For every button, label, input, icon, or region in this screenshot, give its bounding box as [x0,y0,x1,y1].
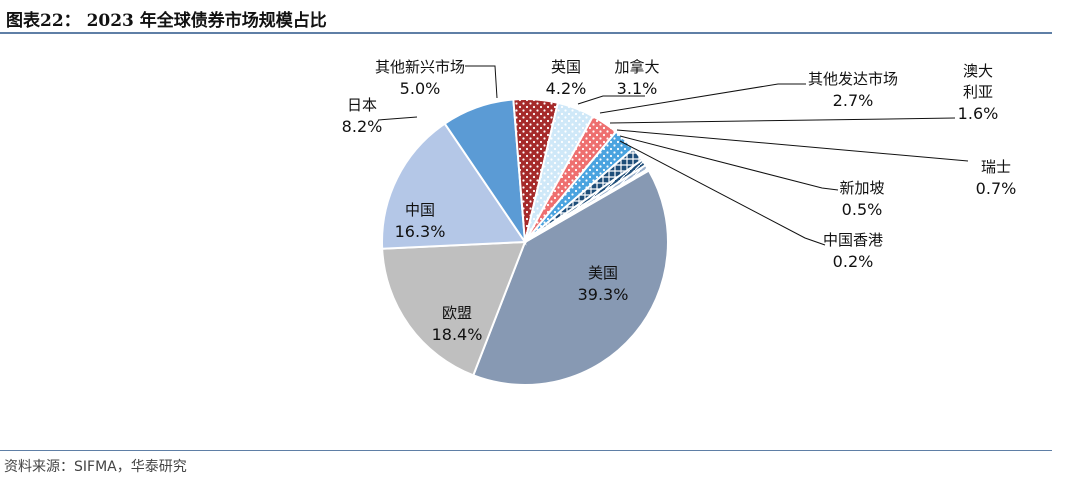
source-note: 资料来源：SIFMA，华泰研究 [4,459,187,475]
pie-slice-pattern-其他发达市场 [525,131,634,242]
slice-value-label: 4.2% [546,79,587,98]
slice-name-label: 加拿大 [614,58,659,76]
pie-slice-pattern-其他新兴市场 [513,98,558,243]
slice-value-label: 2.7% [833,91,874,110]
pie-slice-欧盟 [381,240,527,377]
slice-name-label: 瑞士 [981,158,1011,176]
slice-name-label: 中国 [405,201,435,219]
slice-name-label: 美国 [588,264,618,282]
top-rule [0,32,1052,34]
bottom-rule [0,450,1052,451]
slice-value-label: 0.5% [842,200,883,219]
slice-name-label: 中国香港 [823,231,883,249]
leader-line-澳大利亚 [609,117,956,124]
slice-name-label: 其他新兴市场 [375,58,465,76]
slice-value-label: 3.1% [617,79,658,98]
slice-name-label: 日本 [347,96,377,114]
slice-value-label: 0.7% [976,179,1017,198]
pie-slice-pattern-加拿大 [525,116,616,242]
pie-slice-pattern-澳大利亚 [525,148,643,242]
slice-name-label: 其他发达市场 [808,70,898,88]
slice-name-label: 澳大 [963,62,993,80]
leader-line-其他新兴市场 [465,65,498,99]
pie-slice-pattern-瑞士 [525,159,646,242]
slice-name-label: 英国 [551,58,581,76]
slice-value-label: 5.0% [400,79,441,98]
slice-value-label: 18.4% [432,325,483,344]
leader-line-中国香港 [619,140,826,246]
pie-slice-美国 [471,169,669,386]
leader-line-新加坡 [619,135,839,191]
slice-value-label: 16.3% [395,222,446,241]
slice-name-label: 利亚 [963,83,993,101]
leader-line-加拿大 [577,95,645,105]
slice-value-label: 1.6% [958,104,999,123]
slice-name-label: 欧盟 [442,304,472,322]
leader-line-其他发达市场 [599,83,806,114]
leader-line-瑞士 [616,129,969,162]
slice-name-label: 新加坡 [839,179,884,197]
figure-title: 图表22： 2023 年全球债券市场规模占比 [6,11,327,31]
slice-value-label: 39.3% [578,285,629,304]
pie-slice-中国香港 [524,167,651,243]
pie-slice-pattern-英国 [525,102,593,242]
pie-slice-中国 [381,122,527,250]
leader-line-日本 [377,116,418,121]
slice-value-label: 8.2% [342,117,383,136]
slice-value-label: 0.2% [833,252,874,271]
